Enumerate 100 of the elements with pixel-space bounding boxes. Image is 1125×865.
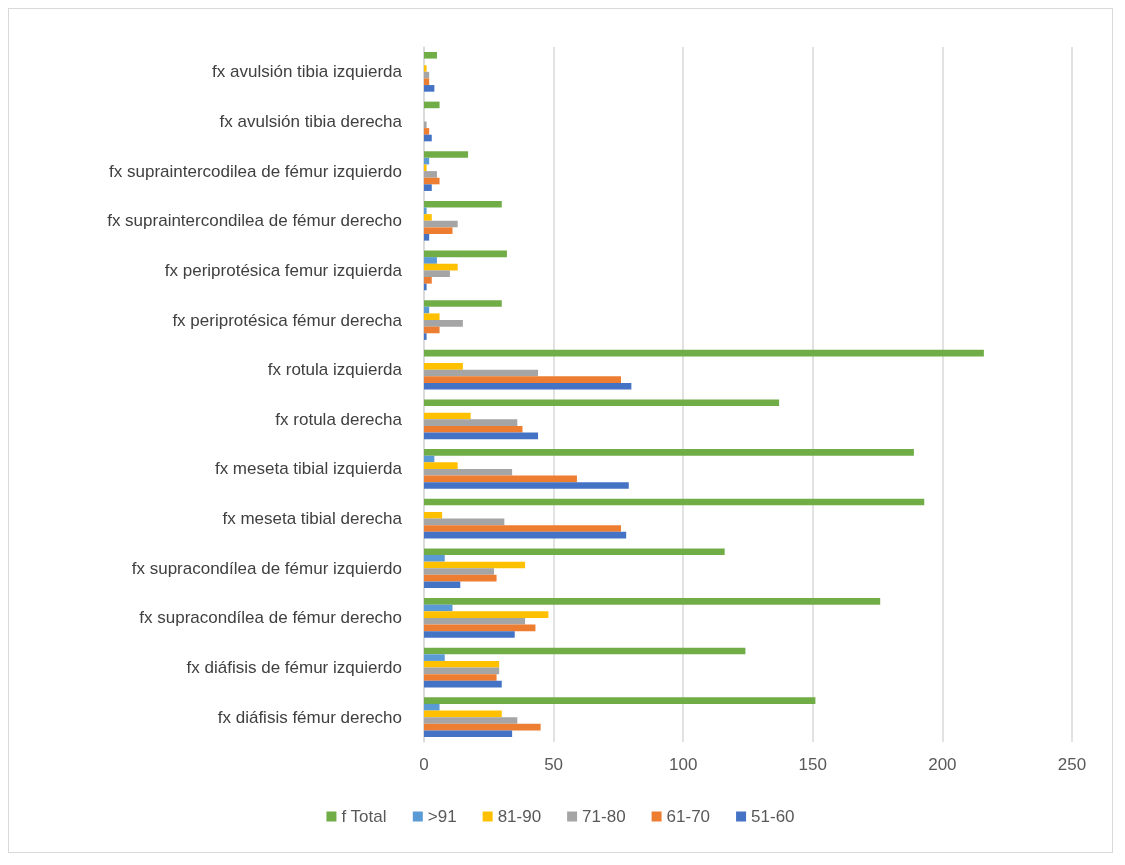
bar bbox=[424, 624, 536, 632]
bar bbox=[424, 555, 445, 562]
y-tick-label: fx diáfisis fémur derecho bbox=[217, 707, 402, 727]
bar bbox=[424, 369, 539, 377]
y-tick-label: fx diáfisis de fémur izquierdo bbox=[186, 658, 402, 678]
legend-label: 61-70 bbox=[666, 807, 711, 826]
bar bbox=[424, 598, 881, 605]
bar bbox=[424, 326, 440, 334]
bar bbox=[424, 703, 440, 711]
bar bbox=[424, 667, 500, 675]
bar bbox=[424, 710, 502, 718]
x-tick-label: 0 bbox=[419, 755, 429, 774]
bar bbox=[424, 300, 502, 307]
y-tick-label: fx meseta tibial derecha bbox=[222, 509, 403, 529]
x-tick-label: 100 bbox=[669, 755, 698, 774]
bar bbox=[424, 376, 621, 383]
bar bbox=[424, 531, 627, 539]
bar bbox=[424, 511, 443, 519]
y-tick-label: fx supracondílea de fémur derecho bbox=[139, 608, 402, 628]
bar bbox=[424, 654, 445, 661]
bar bbox=[424, 419, 518, 426]
bar bbox=[424, 525, 621, 532]
bar bbox=[424, 548, 725, 556]
bar bbox=[424, 475, 577, 483]
bar bbox=[424, 723, 541, 731]
legend-label: >91 bbox=[427, 807, 457, 826]
x-tick-label: 150 bbox=[798, 755, 827, 774]
legend-label: 71-80 bbox=[582, 807, 626, 826]
legend-label: f Total bbox=[341, 807, 387, 826]
bar bbox=[424, 214, 432, 221]
y-tick-label: fx avulsión tibia derecha bbox=[219, 111, 403, 131]
bar bbox=[424, 128, 430, 135]
bar bbox=[424, 581, 461, 589]
bar bbox=[424, 660, 500, 668]
bar bbox=[424, 574, 497, 582]
bar bbox=[424, 730, 513, 738]
bar bbox=[424, 250, 507, 258]
y-tick-label: fx supraintercondilea de fémur derecho bbox=[107, 211, 402, 231]
bar bbox=[424, 177, 440, 185]
y-tick-label: fx avulsión tibia izquierda bbox=[212, 62, 403, 82]
bar bbox=[424, 257, 437, 264]
bar bbox=[424, 51, 437, 59]
y-tick-label: fx meseta tibial izquierda bbox=[214, 459, 403, 479]
bar bbox=[424, 604, 453, 612]
bar bbox=[424, 121, 427, 129]
bar bbox=[424, 462, 458, 469]
bar bbox=[424, 333, 427, 340]
bar bbox=[424, 498, 925, 506]
bar bbox=[424, 561, 526, 569]
bar bbox=[424, 674, 497, 681]
x-tick-label: 200 bbox=[928, 755, 957, 774]
legend-label: 51-60 bbox=[751, 807, 795, 826]
bar bbox=[424, 277, 432, 284]
bar bbox=[424, 233, 430, 241]
bar bbox=[424, 717, 518, 724]
bar bbox=[424, 647, 746, 655]
bar bbox=[424, 65, 427, 72]
bar bbox=[424, 680, 502, 688]
bar bbox=[424, 283, 427, 291]
x-tick-label: 50 bbox=[544, 755, 564, 774]
x-tick-label: 250 bbox=[1057, 755, 1087, 774]
y-tick-label: fx rotula izquierda bbox=[267, 360, 403, 380]
bar bbox=[424, 134, 432, 142]
bar bbox=[424, 184, 432, 191]
bar bbox=[424, 227, 453, 234]
bar bbox=[424, 697, 816, 704]
bar bbox=[424, 449, 914, 456]
bar bbox=[424, 320, 463, 327]
bar bbox=[424, 313, 440, 321]
bar bbox=[424, 200, 502, 208]
bar bbox=[424, 611, 549, 618]
y-tick-label: fx periprotésica fémur derecha bbox=[172, 310, 403, 330]
bar bbox=[424, 482, 629, 489]
bar bbox=[424, 382, 632, 390]
bar bbox=[424, 78, 430, 86]
bar bbox=[424, 151, 469, 158]
bar bbox=[424, 631, 515, 638]
legend-label: 81-90 bbox=[497, 807, 542, 826]
bar bbox=[424, 412, 471, 420]
bar bbox=[424, 518, 505, 526]
bar bbox=[424, 164, 427, 172]
bar bbox=[424, 263, 458, 271]
y-tick-label: fx supracondílea de fémur izquierdo bbox=[131, 558, 402, 578]
y-tick-label: fx periprotésica femur izquierda bbox=[164, 260, 403, 280]
y-tick-label: fx rotula derecha bbox=[275, 409, 403, 429]
bar bbox=[424, 207, 427, 215]
bar bbox=[424, 220, 458, 228]
bar bbox=[424, 617, 526, 625]
bar bbox=[424, 468, 513, 476]
y-tick-label: fx supraintercodilea de fémur izquierdo bbox=[109, 161, 402, 181]
bar bbox=[424, 425, 523, 433]
bar bbox=[424, 363, 463, 370]
bar bbox=[424, 399, 780, 407]
bar bbox=[424, 432, 539, 440]
bar bbox=[424, 349, 984, 357]
bar bbox=[424, 568, 494, 575]
bar bbox=[424, 171, 437, 178]
bar bbox=[424, 101, 440, 109]
bar bbox=[424, 85, 435, 92]
bar bbox=[424, 270, 450, 278]
